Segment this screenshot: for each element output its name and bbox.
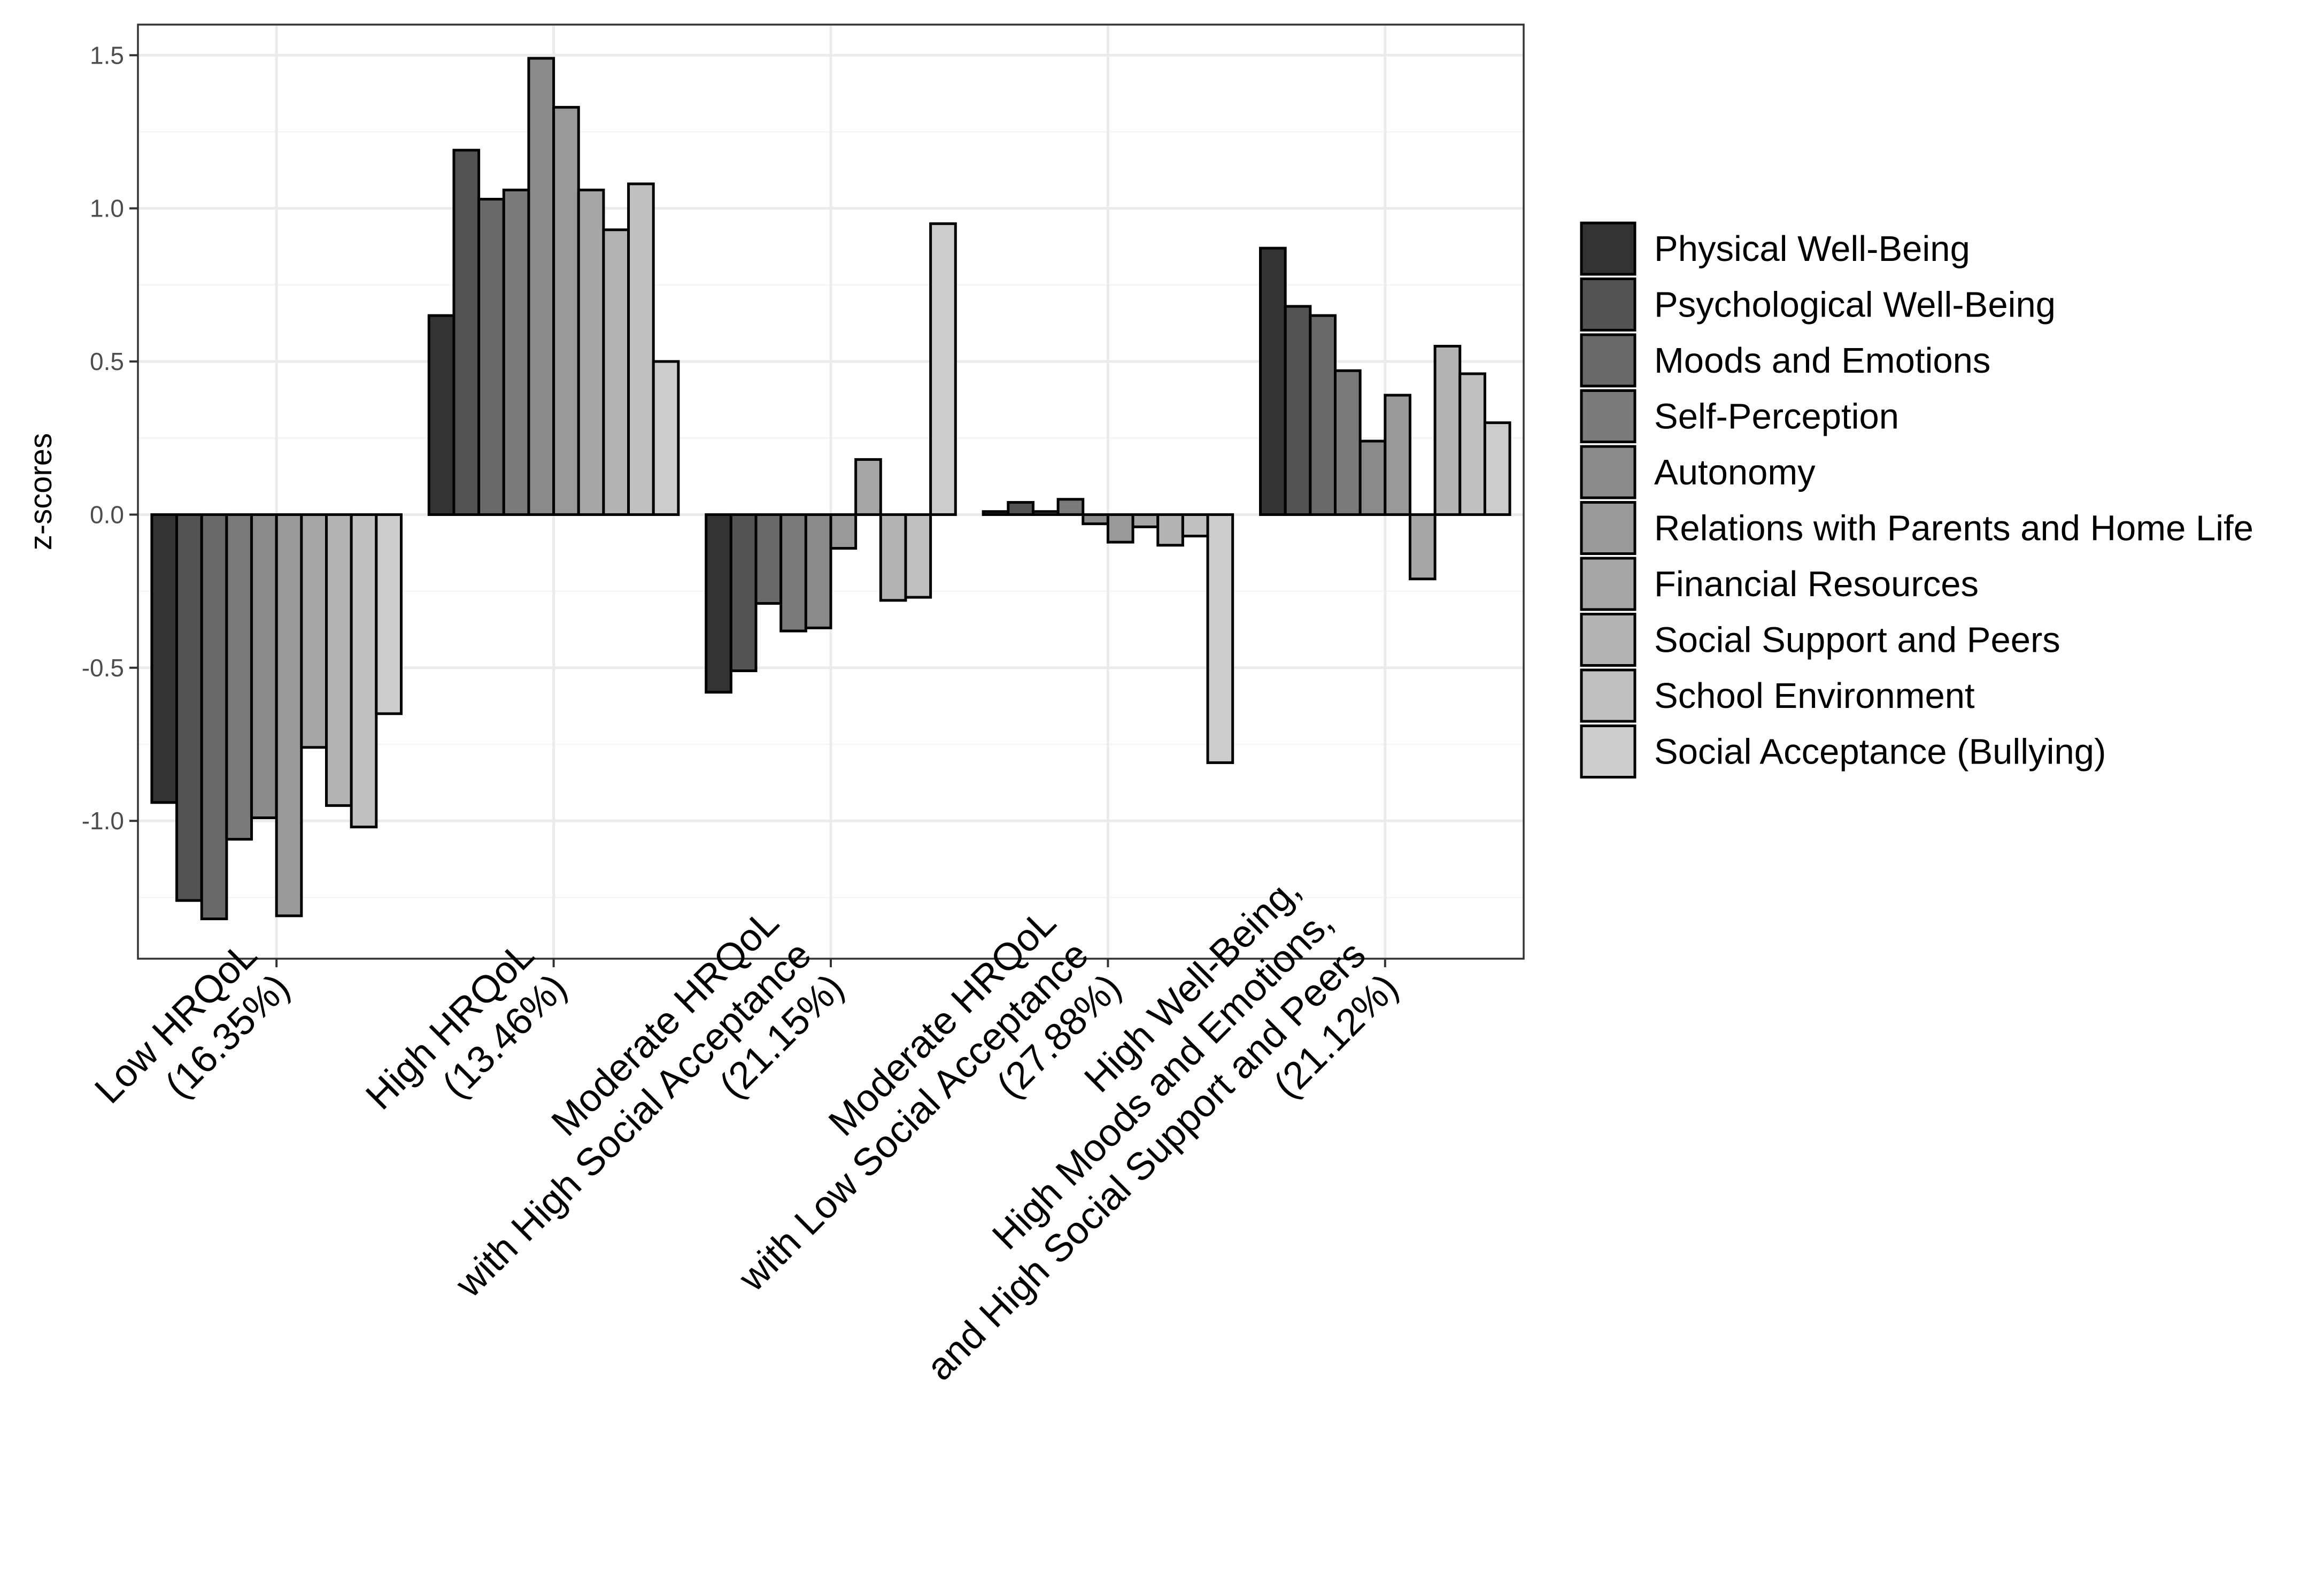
- bar: [1106, 513, 1134, 544]
- bar: [1259, 246, 1287, 516]
- legend: Physical Well-Being Psychological Well-Be…: [1580, 221, 2253, 779]
- bar: [1284, 305, 1312, 516]
- y-tick-label: 1.0: [90, 195, 124, 222]
- legend-label: Moods and Emotions: [1654, 341, 1990, 381]
- bar: [577, 188, 605, 516]
- bar: [452, 149, 481, 516]
- bar: [477, 197, 505, 516]
- y-tick-label: 0.5: [90, 348, 124, 375]
- bar: [250, 513, 278, 820]
- bar: [982, 510, 1010, 516]
- bar: [1056, 498, 1085, 516]
- bar: [1433, 344, 1462, 516]
- legend-key: [1580, 333, 1636, 388]
- bar: [904, 513, 932, 599]
- bar: [1181, 513, 1209, 538]
- bar: [527, 57, 555, 516]
- bar: [427, 314, 455, 516]
- bar: [300, 513, 328, 749]
- legend-label: Financial Resources: [1654, 564, 1979, 604]
- bar: [1333, 369, 1362, 516]
- bar: [275, 513, 303, 918]
- legend-label: Social Acceptance (Bullying): [1654, 732, 2106, 772]
- bar: [652, 360, 680, 516]
- legend-label: Psychological Well-Being: [1654, 285, 2056, 325]
- bar: [705, 513, 732, 694]
- y-tick-label: -0.5: [82, 654, 124, 682]
- legend-key: [1580, 389, 1636, 443]
- bar: [729, 513, 758, 673]
- legend-label: School Environment: [1654, 676, 1975, 716]
- bar: [829, 513, 858, 550]
- legend-key: [1580, 278, 1636, 332]
- bar: [1082, 513, 1109, 526]
- bar: [929, 222, 957, 516]
- bar: [1131, 513, 1160, 528]
- bar: [225, 513, 253, 841]
- bar: [754, 513, 783, 605]
- legend-key: [1580, 668, 1636, 723]
- legend-key: [1580, 501, 1636, 555]
- legend-label: Physical Well-Being: [1654, 229, 1970, 269]
- bar: [1309, 314, 1337, 516]
- bar: [175, 513, 203, 902]
- legend-label: Social Support and Peers: [1654, 620, 2060, 660]
- bar: [1384, 394, 1411, 516]
- bar: [1206, 513, 1234, 764]
- y-tick-label: -1.0: [82, 807, 124, 835]
- bar: [602, 228, 630, 516]
- bar: [1031, 510, 1060, 516]
- x-tick-label-group: Low HRQoL(16.35%): [87, 933, 298, 1112]
- legend-key: [1580, 557, 1636, 611]
- bar: [552, 106, 580, 516]
- legend-label: Self-Perception: [1654, 397, 1899, 437]
- bar: [1458, 372, 1486, 516]
- y-axis: -1.0 -0.5 0.0 0.5 1.0 1.5: [82, 41, 138, 835]
- bar: [804, 513, 832, 629]
- bar: [502, 188, 530, 516]
- bar: [1408, 513, 1437, 581]
- bar: [1483, 421, 1511, 516]
- legend-key: [1580, 613, 1636, 667]
- legend-label: Autonomy: [1654, 452, 1816, 492]
- bar: [1007, 501, 1034, 516]
- bar: [150, 513, 179, 804]
- bar: [350, 513, 378, 829]
- legend-key: [1580, 445, 1636, 499]
- x-tick-label-group: High HRQoL(13.46%): [358, 933, 575, 1117]
- bars: [150, 57, 1511, 921]
- y-axis-label: z-scores: [24, 433, 58, 550]
- bar: [1358, 440, 1387, 516]
- y-tick-label: 0.0: [90, 500, 124, 528]
- bar: [375, 513, 403, 715]
- legend-key: [1580, 725, 1636, 779]
- bar: [627, 182, 655, 516]
- bar: [200, 513, 228, 921]
- bar: [325, 513, 353, 807]
- bar: [779, 513, 807, 633]
- bar: [1156, 513, 1184, 547]
- y-tick-label: 1.5: [90, 41, 124, 69]
- legend-key: [1580, 221, 1636, 276]
- bar: [879, 513, 907, 602]
- legend-label: Relations with Parents and Home Life: [1654, 508, 2253, 549]
- bar: [854, 458, 882, 516]
